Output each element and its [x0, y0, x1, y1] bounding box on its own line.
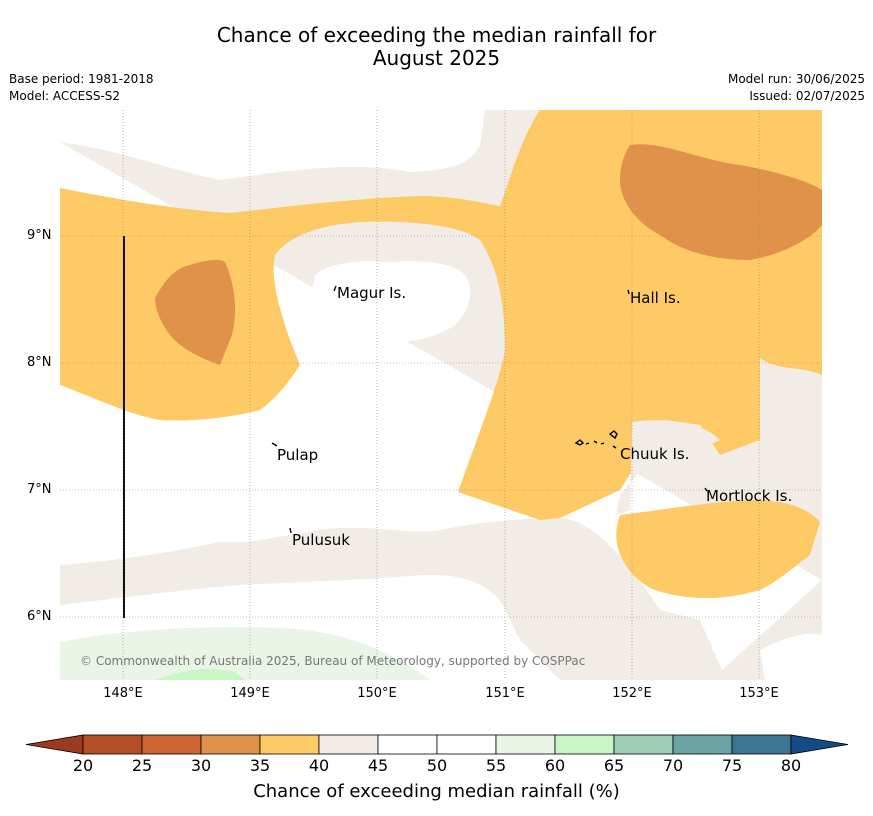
lon-tick-153e: 153°E: [739, 686, 779, 701]
label-magur: Magur Is.: [337, 284, 407, 302]
colorbar-bin-8: [554, 734, 615, 755]
colorbar-tick-20: 20: [72, 756, 94, 775]
orange-region: [60, 110, 822, 520]
colorbar-bin-9: [613, 734, 674, 755]
label-hall: Hall Is.: [630, 289, 681, 307]
copyright-notice: © Commonwealth of Australia 2025, Bureau…: [80, 654, 586, 668]
colorbar: [0, 730, 873, 760]
label-pulusuk: Pulusuk: [292, 531, 350, 549]
base-period: Base period: 1981-2018: [9, 72, 154, 86]
colorbar-tick-25: 25: [131, 756, 153, 775]
magur-white: [310, 261, 471, 342]
model-run: Model run: 30/06/2025: [727, 72, 865, 86]
colorbar-bin-3: [259, 734, 320, 755]
colorbar-tick-35: 35: [249, 756, 271, 775]
lon-tick-148e: 148°E: [103, 686, 143, 701]
dark-orange-west: [155, 259, 236, 365]
colorbar-tick-40: 40: [308, 756, 330, 775]
colorbar-under-triangle: [25, 734, 84, 755]
lon-tick-151e: 151°E: [485, 686, 525, 701]
islands: [271, 285, 708, 534]
colorbar-over-triangle: [790, 734, 849, 755]
colorbar-tick-65: 65: [603, 756, 625, 775]
lon-tick-149e: 149°E: [230, 686, 270, 701]
colorbar-bin-10: [672, 734, 733, 755]
label-pulap: Pulap: [277, 446, 319, 464]
lon-tick-150e: 150°E: [357, 686, 397, 701]
colorbar-bin-4: [318, 734, 379, 755]
colorbar-tick-75: 75: [721, 756, 743, 775]
lat-tick-6n: 6°N: [27, 609, 52, 624]
green-region: [155, 669, 245, 680]
lat-tick-9n: 9°N: [27, 228, 52, 243]
meta-right: Model run: 30/06/2025 Issued: 02/07/2025: [728, 71, 865, 105]
dark-orange-east: [620, 144, 822, 260]
colorbar-bin-0: [82, 734, 143, 755]
issued-date: Issued: 02/07/2025: [749, 89, 865, 103]
colorbar-bin-11: [731, 734, 792, 755]
label-chuuk: Chuuk Is.: [620, 445, 690, 463]
colorbar-tick-45: 45: [367, 756, 389, 775]
colorbar-label: Chance of exceeding median rainfall (%): [253, 781, 620, 802]
lightgreen-region: [60, 627, 430, 680]
rainfall-map: [60, 110, 822, 680]
meta-left: Base period: 1981-2018 Model: ACCESS-S2: [9, 71, 154, 105]
lat-tick-8n: 8°N: [27, 355, 52, 370]
colorbar-bin-2: [200, 734, 261, 755]
colorbar-tick-55: 55: [485, 756, 507, 775]
mortlock-beige: [616, 420, 720, 515]
colorbar-tick-50: 50: [426, 756, 448, 775]
colorbar-tick-30: 30: [190, 756, 212, 775]
lat-tick-7n: 7°N: [27, 482, 52, 497]
colorbar-bin-6: [436, 734, 497, 755]
label-mortlock: Mortlock Is.: [706, 487, 793, 505]
colorbar-tick-70: 70: [662, 756, 684, 775]
map-title-line-1: Chance of exceeding the median rainfall …: [216, 23, 657, 47]
colorbar-bin-1: [141, 734, 202, 755]
model-name: Model: ACCESS-S2: [9, 89, 121, 103]
lon-tick-152e: 152°E: [612, 686, 652, 701]
orange-lower: [616, 500, 820, 599]
colorbar-tick-60: 60: [544, 756, 566, 775]
colorbar-bin-5: [377, 734, 438, 755]
colorbar-bin-7: [495, 734, 556, 755]
colorbar-tick-80: 80: [780, 756, 802, 775]
map-title-line-2: August 2025: [372, 46, 501, 70]
